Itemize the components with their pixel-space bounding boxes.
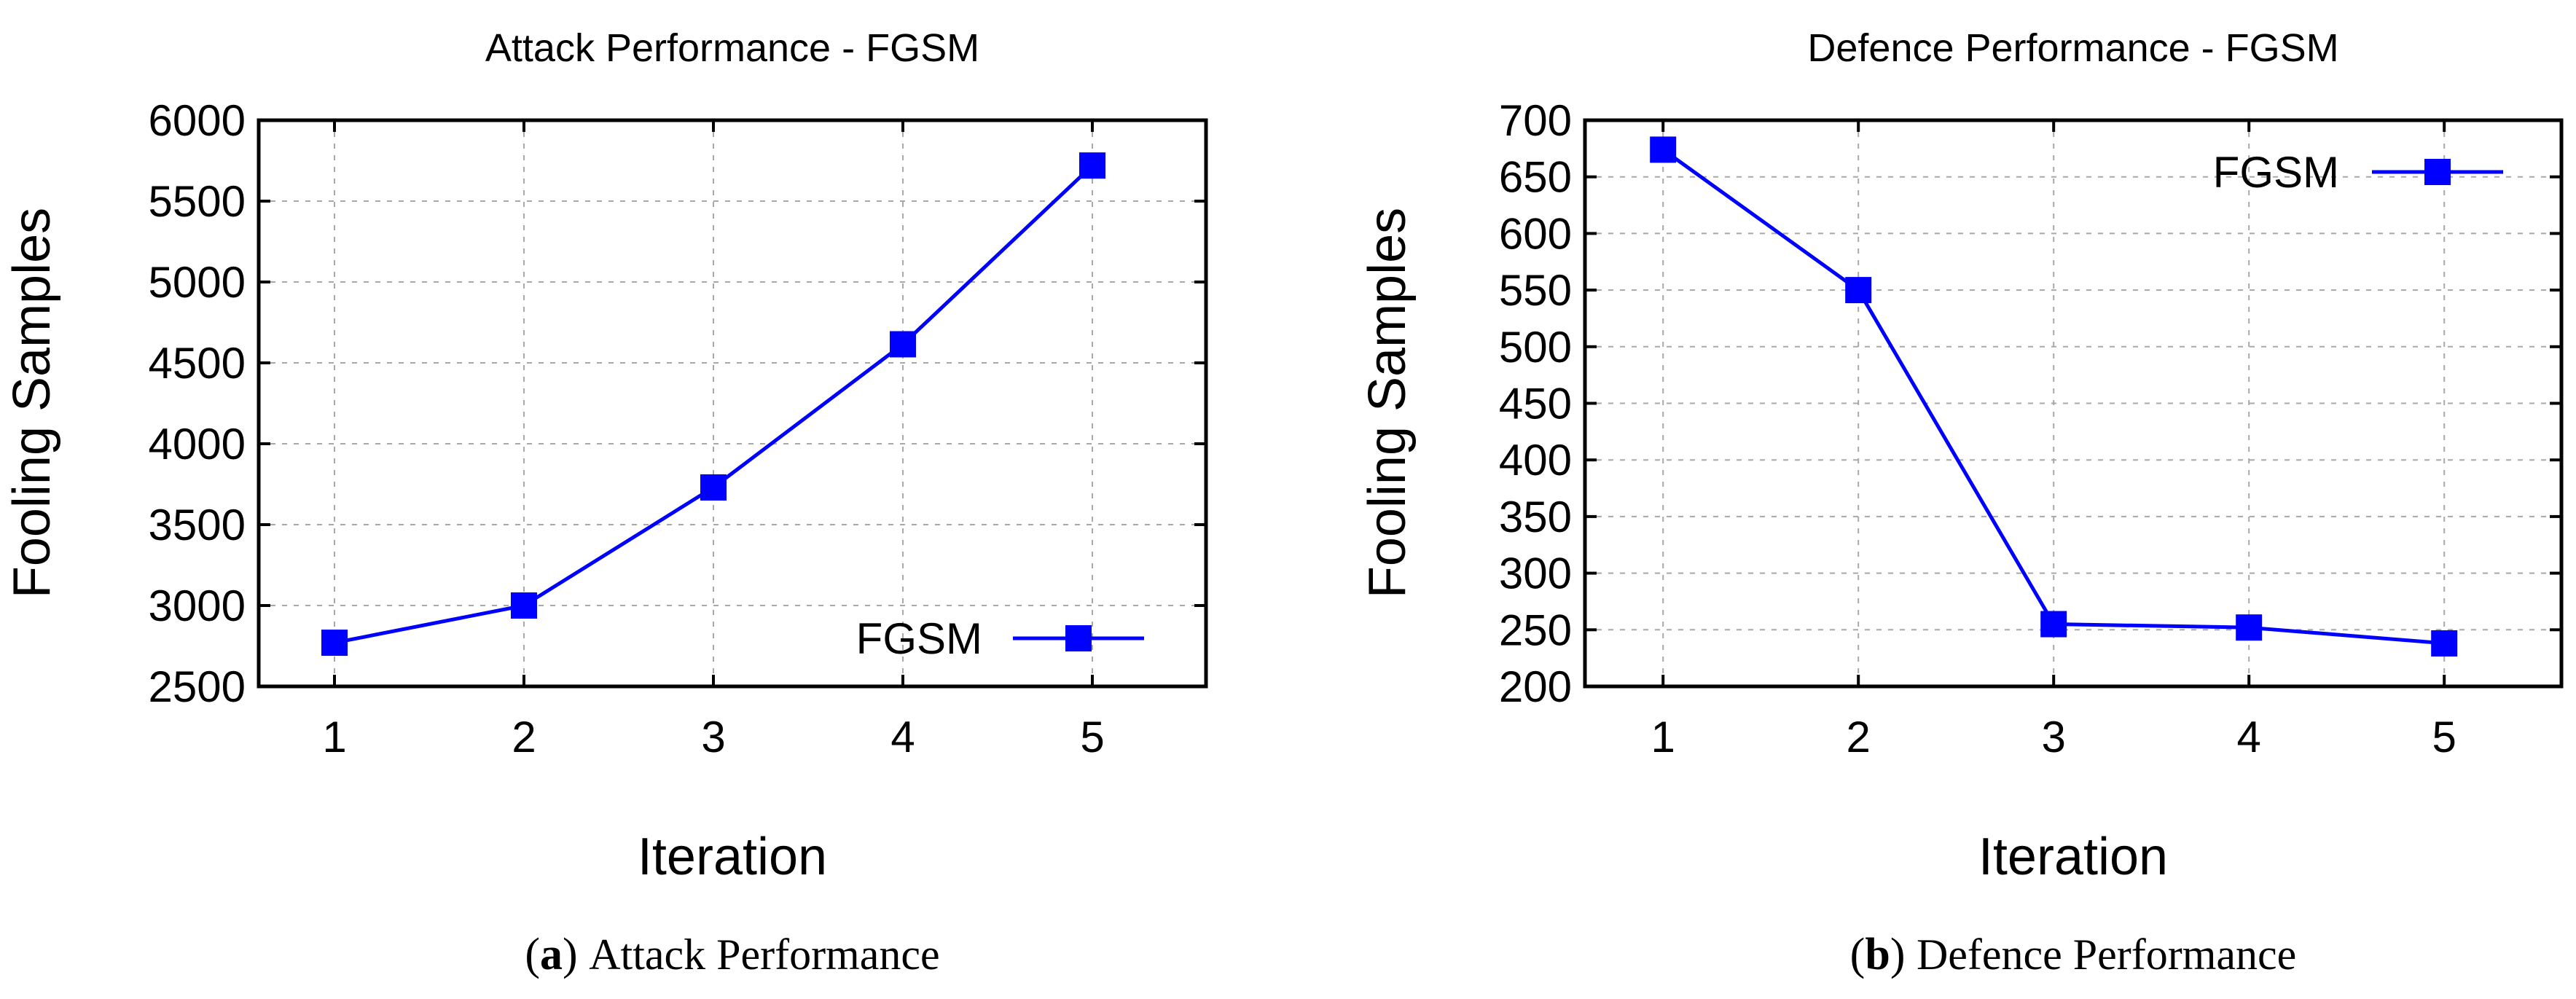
x-tick-label: 3 [701, 713, 725, 761]
y-tick-label: 650 [1499, 153, 1572, 202]
y-tick-label: 550 [1499, 266, 1572, 315]
data-point [1845, 277, 1872, 304]
x-axis-label: Iteration [638, 828, 827, 886]
caption-open-paren: ( [1850, 930, 1866, 979]
plot-frame [257, 118, 1208, 689]
x-tick-label: 2 [512, 713, 536, 761]
caption-close-paren: ) [563, 930, 589, 979]
caption-close-paren: ) [1890, 930, 1917, 979]
caption-text: Attack Performance [589, 931, 939, 979]
data-point [2040, 611, 2067, 638]
legend-marker [2424, 159, 2451, 185]
y-tick-label: 500 [1499, 323, 1572, 372]
x-tick-label: 4 [890, 713, 915, 761]
y-tick-label: 5000 [149, 258, 246, 307]
y-tick-label: 4000 [149, 420, 246, 469]
y-tick-label: 700 [1499, 96, 1572, 145]
caption-open-paren: ( [525, 930, 540, 979]
legend-marker [1065, 625, 1092, 651]
gridlines [1585, 120, 2561, 686]
y-tick-label: 600 [1499, 209, 1572, 258]
x-tick-label: 5 [1080, 713, 1104, 761]
legend-label: FGSM [2213, 148, 2339, 197]
caption-letter: a [540, 930, 563, 979]
plot-frame [1583, 118, 2564, 689]
y-tick-label: 200 [1499, 662, 1572, 711]
y-tick-label: 450 [1499, 380, 1572, 428]
figure-caption: (a) Attack Performance [525, 930, 939, 979]
data-point [700, 474, 727, 501]
y-axis-label: Fooling Samples [1358, 208, 1417, 598]
y-tick-label: 3000 [149, 581, 246, 630]
data-series [1650, 136, 2458, 657]
legend-label: FGSM [856, 614, 982, 663]
data-series [321, 152, 1105, 657]
series-line [1661, 148, 2445, 646]
x-tick-label: 1 [1651, 713, 1675, 761]
x-tick-label: 4 [2237, 713, 2261, 761]
x-tick-label: 3 [2042, 713, 2066, 761]
defence-performance-panel: Defence Performance - FGSM 200 250 300 350 4… [1358, 26, 2564, 979]
x-tick-label: 2 [1847, 713, 1871, 761]
y-tick-label: 250 [1499, 606, 1572, 654]
y-tick-label: 400 [1499, 436, 1572, 485]
legend: FGSM [2213, 148, 2503, 197]
caption-letter: b [1865, 930, 1890, 979]
y-tick-label: 6000 [149, 96, 246, 145]
axis-ticks: 2500 3000 3500 4000 4500 5000 5500 6000 1 2 3 4 5 [149, 96, 1206, 761]
data-point [890, 331, 916, 358]
data-point [2236, 614, 2263, 641]
data-point [1079, 152, 1105, 179]
attack-performance-panel: Attack Performance - FGSM 2500 3000 3500 40… [3, 26, 1208, 979]
data-point [321, 630, 348, 657]
y-tick-label: 2500 [149, 662, 246, 711]
chart-title: Defence Performance - FGSM [1807, 26, 2338, 70]
y-tick-label: 3500 [149, 501, 246, 549]
chart-title: Attack Performance - FGSM [485, 26, 979, 70]
x-tick-label: 5 [2432, 713, 2456, 761]
figure-caption: (b) Defence Performance [1850, 930, 2297, 979]
y-axis-label: Fooling Samples [3, 208, 61, 598]
data-point [511, 592, 537, 619]
y-tick-label: 300 [1499, 549, 1572, 598]
x-axis-label: Iteration [1978, 828, 2168, 886]
x-tick-label: 1 [322, 713, 346, 761]
axis-ticks: 200 250 300 350 400 450 500 550 600 650 700 1 2 3 4 5 [1499, 96, 2561, 761]
data-point [1650, 136, 1677, 163]
data-point [2431, 630, 2458, 657]
y-tick-label: 350 [1499, 493, 1572, 541]
gridlines [259, 120, 1206, 686]
y-tick-label: 5500 [149, 177, 246, 226]
caption-text: Defence Performance [1917, 931, 2296, 979]
legend: FGSM [856, 614, 1144, 663]
y-tick-label: 4500 [149, 339, 246, 388]
